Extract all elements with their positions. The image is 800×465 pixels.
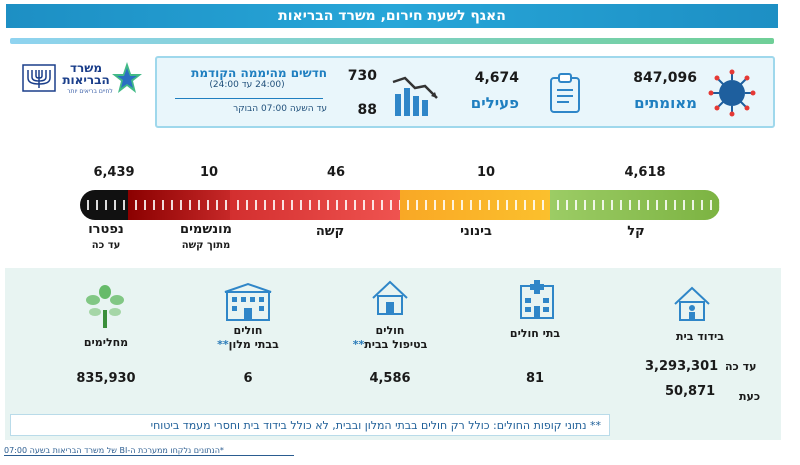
deceased-sub: עד כה	[91, 240, 121, 251]
menorah-icon	[22, 64, 56, 92]
deceased-segment	[80, 190, 128, 220]
page-title: האגף לשעת חירום, משרד הבריאות	[278, 8, 506, 24]
breakdown-panel: מחלימים 835,930 חולים בבתי מלון** 6 חולי…	[5, 268, 781, 440]
recovered-count: 835,930	[76, 371, 136, 386]
home-isolation-label: בידוד בית	[676, 330, 724, 343]
home-care-count: 4,586	[369, 371, 411, 386]
moderate-count: 10	[476, 165, 496, 180]
footer-note: *הנתונים נלקחו ממערכת ה-BI של משרד הבריא…	[4, 446, 294, 456]
header-bar: האגף לשעת חירום, משרד הבריאות	[6, 4, 778, 28]
confirmed-count: 847,096	[633, 70, 697, 86]
new-until-label: עד השעה 07:00 הבוקר	[233, 104, 327, 114]
to-date-label: עד כה	[725, 360, 757, 373]
new-until-morning-count: 88	[357, 102, 377, 118]
deceased-count: 6,439	[93, 165, 135, 180]
divider	[10, 38, 774, 44]
ventilated-label: מונשמים	[180, 222, 232, 237]
moderate-label: בינוני	[460, 224, 492, 239]
mild-count: 4,618	[624, 165, 666, 180]
new-title: חדשים מהיממה הקודמת	[191, 66, 327, 80]
hotels-count: 6	[243, 371, 253, 386]
hospital-icon	[520, 280, 554, 319]
mild-label: קל	[627, 224, 645, 239]
home-care-label-2: בטיפול בבית**	[352, 338, 428, 351]
severe-count: 46	[326, 165, 346, 180]
logo-tagline: לחיים בריאים יותר	[67, 88, 113, 95]
home-isolation-icon	[674, 286, 710, 321]
hospitals-label: בתי חולים	[509, 327, 561, 340]
home-care-label: חולים	[375, 324, 405, 337]
moderate-segment	[400, 190, 550, 220]
now-label: כעת	[739, 390, 761, 403]
hospitals-count: 81	[525, 371, 545, 386]
severe-label: קשה	[315, 224, 345, 239]
ventilated-segment	[128, 190, 230, 220]
hotels-label-2: בבתי מלון**	[217, 338, 279, 351]
hotel-icon	[224, 282, 272, 321]
active-count: 4,674	[474, 70, 519, 86]
ministry-logo: משרד הבריאות לחיים בריאים יותר	[22, 60, 142, 100]
divider	[175, 98, 323, 99]
clipboard-icon	[550, 73, 580, 113]
tree-icon	[86, 285, 124, 328]
new-range: (24:00 עד 24:00)	[209, 80, 285, 90]
star-logo-icon	[112, 62, 142, 93]
confirmed-label: מאומתים	[634, 94, 697, 112]
ventilated-count: 10	[199, 165, 219, 180]
severity-bar	[80, 190, 720, 220]
summary-panel: 847,096 מאומתים 4,674 פעילים 730 88 חדשי…	[155, 56, 775, 128]
recovered-label: מחלימים	[83, 336, 129, 349]
ventilated-sub: מתוך קשה	[181, 240, 231, 251]
virus-icon	[708, 69, 756, 117]
hotels-label: חולים	[233, 324, 263, 337]
hmo-note-text: ** נתוני קופות החולים: כולל רק חולים בבת…	[150, 418, 601, 432]
active-label: פעילים	[470, 94, 519, 112]
deceased-label: נפטרו	[88, 222, 124, 237]
mild-segment	[550, 190, 720, 220]
chart-down-icon	[392, 76, 438, 116]
hmo-note: ** נתוני קופות החולים: כולל רק חולים בבת…	[10, 414, 610, 436]
logo-name: משרד הבריאות	[62, 61, 110, 87]
house-icon	[372, 280, 408, 315]
new-count: 730	[347, 68, 377, 84]
isolation-now-count: 50,871	[665, 384, 716, 399]
severe-segment	[230, 190, 400, 220]
isolation-to-date-count: 3,293,301	[645, 359, 719, 374]
